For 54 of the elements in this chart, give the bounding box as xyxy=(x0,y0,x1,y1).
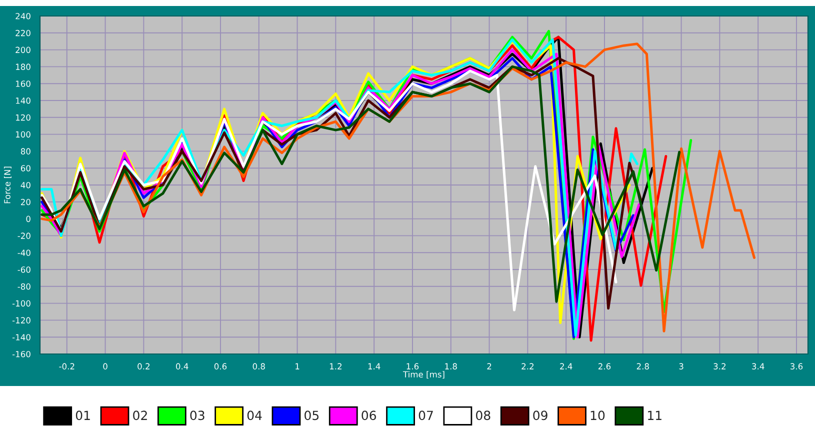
x-tick-label: 1.4 xyxy=(368,363,380,370)
legend-label: 07 xyxy=(418,410,433,420)
y-tick-label: 220 xyxy=(16,30,30,36)
y-tick-label: 120 xyxy=(16,114,30,121)
y-tick-label: -60 xyxy=(18,266,30,273)
y-tick-label: -160 xyxy=(12,350,30,358)
y-tick-label: -40 xyxy=(18,250,30,256)
y-tick-label: -120 xyxy=(12,317,30,324)
x-tick-label: 1.2 xyxy=(330,363,342,370)
legend-label: 01 xyxy=(76,410,90,420)
y-tick-label: 60 xyxy=(20,165,30,172)
x-tick-label: 1.8 xyxy=(445,363,457,370)
x-tick-label: 2.4 xyxy=(560,363,572,370)
y-tick-label: 80 xyxy=(20,148,30,154)
x-tick-label: 2.8 xyxy=(636,363,649,370)
x-tick-label: -0.2 xyxy=(59,363,74,370)
x-tick-label: 2 xyxy=(487,363,492,370)
y-tick-label: 100 xyxy=(16,131,30,138)
legend-label: 02 xyxy=(133,410,147,420)
x-tick-label: 1.6 xyxy=(406,363,419,370)
y-tick-label: 20 xyxy=(20,198,30,206)
x-tick-label: 0.4 xyxy=(176,363,188,370)
x-tick-label: 1 xyxy=(296,363,300,370)
x-axis-title: Time [ms] xyxy=(402,371,444,379)
y-tick-label: -100 xyxy=(12,300,30,307)
x-tick-label: 2.2 xyxy=(522,363,534,370)
x-tick-label: 0.2 xyxy=(138,363,150,370)
x-tick-label: 0 xyxy=(103,363,108,370)
x-tick-label: 3 xyxy=(679,363,684,370)
legend-label: 06 xyxy=(362,410,376,420)
legend-label: 10 xyxy=(590,410,605,420)
x-tick-label: 3.2 xyxy=(714,363,726,370)
y-tick-label: 240 xyxy=(16,12,30,20)
y-tick-label: 40 xyxy=(20,182,30,188)
y-tick-label: -140 xyxy=(12,334,30,340)
y-tick-label: -80 xyxy=(18,283,30,290)
legend-label: 09 xyxy=(533,410,548,420)
x-tick-label: 3.4 xyxy=(752,363,764,370)
y-tick-label: 140 xyxy=(16,97,30,104)
legend-label: 11 xyxy=(648,410,662,420)
y-axis-title: Force [N] xyxy=(4,166,12,204)
legend-label: 03 xyxy=(190,410,204,420)
x-tick-label: 3.6 xyxy=(790,363,803,370)
x-tick-label: 0.6 xyxy=(214,363,227,370)
x-tick-label: 0.8 xyxy=(252,363,265,370)
legend-label: 05 xyxy=(304,410,319,420)
legend-label: 04 xyxy=(247,410,262,420)
y-tick-label: 200 xyxy=(16,46,30,54)
y-tick-label: 0 xyxy=(26,216,30,222)
y-tick-label: 180 xyxy=(16,64,30,70)
y-tick-label: 160 xyxy=(16,80,30,87)
y-tick-label: -20 xyxy=(18,232,30,239)
x-tick-label: 2.6 xyxy=(598,363,611,370)
legend-label: 08 xyxy=(476,410,490,420)
